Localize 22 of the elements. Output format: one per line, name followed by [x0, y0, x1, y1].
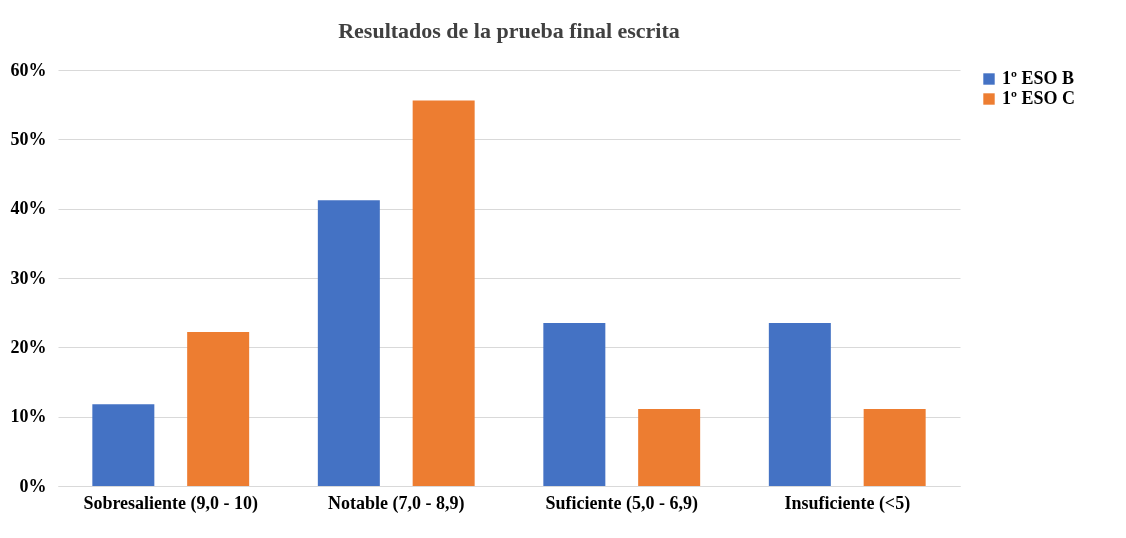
x-tick-label: Insuficiente (<5) — [784, 492, 911, 514]
y-tick-label: 60% — [10, 59, 47, 80]
legend-label: 1º ESO B — [1002, 68, 1074, 88]
y-tick-label: 30% — [10, 267, 47, 288]
x-tick-label: Notable (7,0 - 8,9) — [328, 492, 465, 514]
legend-label: 1º ESO C — [1002, 88, 1075, 108]
bar — [768, 323, 831, 486]
bar — [543, 323, 606, 486]
bar — [638, 409, 701, 486]
bar — [412, 100, 475, 486]
bar — [187, 332, 250, 486]
bar — [317, 200, 380, 486]
chart-title: Resultados de la prueba final escrita — [338, 18, 680, 43]
y-tick-label: 20% — [10, 336, 47, 357]
x-tick-label: Sobresaliente (9,0 - 10) — [83, 492, 259, 514]
y-tick-label: 50% — [10, 128, 47, 149]
y-tick-label: 10% — [10, 406, 47, 427]
bar — [863, 409, 926, 486]
x-tick-label: Suficiente (5,0 - 6,9) — [545, 492, 698, 514]
bar — [92, 404, 155, 486]
y-tick-label: 0% — [19, 475, 47, 496]
y-tick-label: 40% — [10, 198, 47, 219]
